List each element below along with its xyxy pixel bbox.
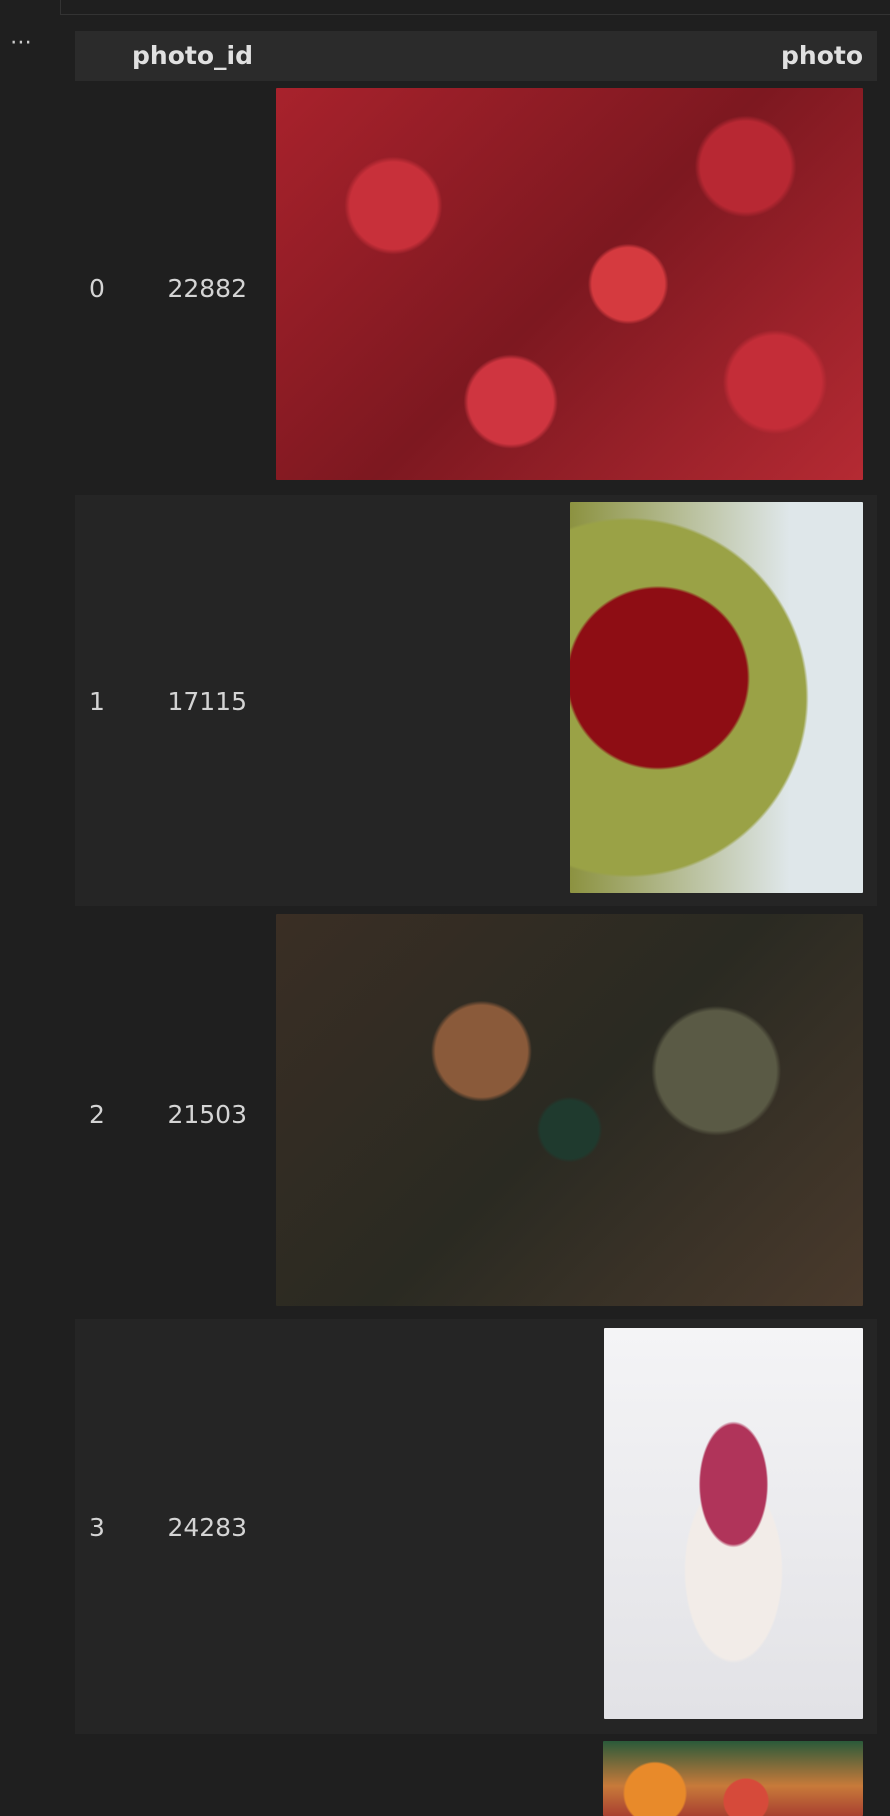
photo-id: 17115	[167, 687, 247, 716]
row-index: 1	[89, 687, 105, 716]
photo-id: 21503	[167, 1100, 247, 1129]
top-bar	[60, 0, 890, 15]
photo-strawberries	[276, 88, 863, 480]
column-header: photo_id	[132, 41, 253, 70]
photo-citrus	[603, 1741, 863, 1816]
photo-berry-leaves	[276, 914, 863, 1306]
photo-id: 22882	[167, 274, 247, 303]
row-index: 2	[89, 1100, 105, 1129]
photo-raspberries	[604, 1328, 863, 1719]
photo-id: 24283	[167, 1513, 247, 1542]
row-index: 3	[89, 1513, 105, 1542]
photo-cherries	[570, 502, 863, 893]
table-header	[75, 31, 877, 81]
more-button[interactable]: ⋯	[10, 30, 32, 55]
column-header: photo	[781, 41, 863, 70]
row-index: 0	[89, 274, 105, 303]
